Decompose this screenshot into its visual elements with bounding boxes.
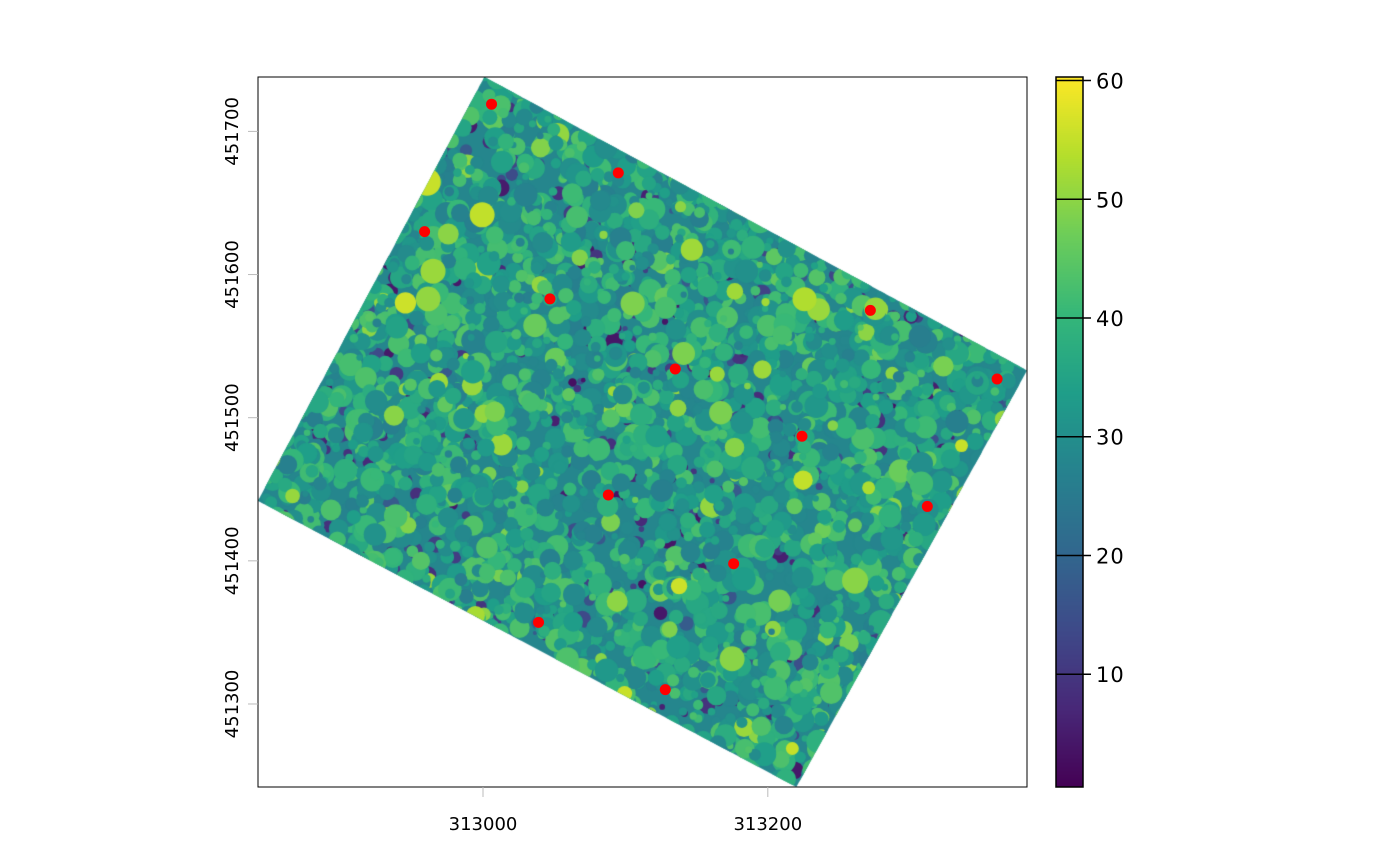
sample-point xyxy=(533,616,545,628)
colorbar-tick-label: 30 xyxy=(1096,426,1125,450)
sample-point xyxy=(991,373,1003,385)
sample-point xyxy=(544,293,556,305)
colorbar-tick-label: 40 xyxy=(1096,307,1125,331)
colorbar-tick-label: 20 xyxy=(1096,544,1125,568)
colorbar-tick-label: 50 xyxy=(1096,188,1125,212)
sample-points xyxy=(419,98,1003,696)
x-tick-label: 313200 xyxy=(733,814,802,835)
y-tick-label: 451700 xyxy=(222,97,243,166)
x-axis: 313000 313200 xyxy=(449,787,802,835)
colorbar-tick-label: 10 xyxy=(1096,663,1125,687)
y-tick-label: 451300 xyxy=(222,670,243,739)
colorbar-tick-label: 60 xyxy=(1096,70,1125,94)
y-tick-label: 451400 xyxy=(222,526,243,595)
y-axis: 451300 451400 451500 451600 451700 xyxy=(222,97,258,738)
sample-point xyxy=(659,684,671,696)
sample-point xyxy=(602,489,614,501)
y-tick-label: 451500 xyxy=(222,383,243,452)
sample-point xyxy=(921,500,933,512)
sample-point xyxy=(419,226,431,238)
sample-point xyxy=(612,167,624,179)
sample-point xyxy=(486,98,498,110)
sample-point xyxy=(864,304,876,316)
plot-frame xyxy=(257,76,1028,788)
sample-point xyxy=(796,430,808,442)
sample-point xyxy=(669,363,681,375)
y-tick-label: 451600 xyxy=(222,240,243,309)
colorbar-frame xyxy=(1055,76,1084,788)
x-tick-label: 313000 xyxy=(449,814,518,835)
colorbar-ticks: 10 20 30 40 50 60 xyxy=(1056,70,1125,687)
sample-point xyxy=(728,558,740,570)
